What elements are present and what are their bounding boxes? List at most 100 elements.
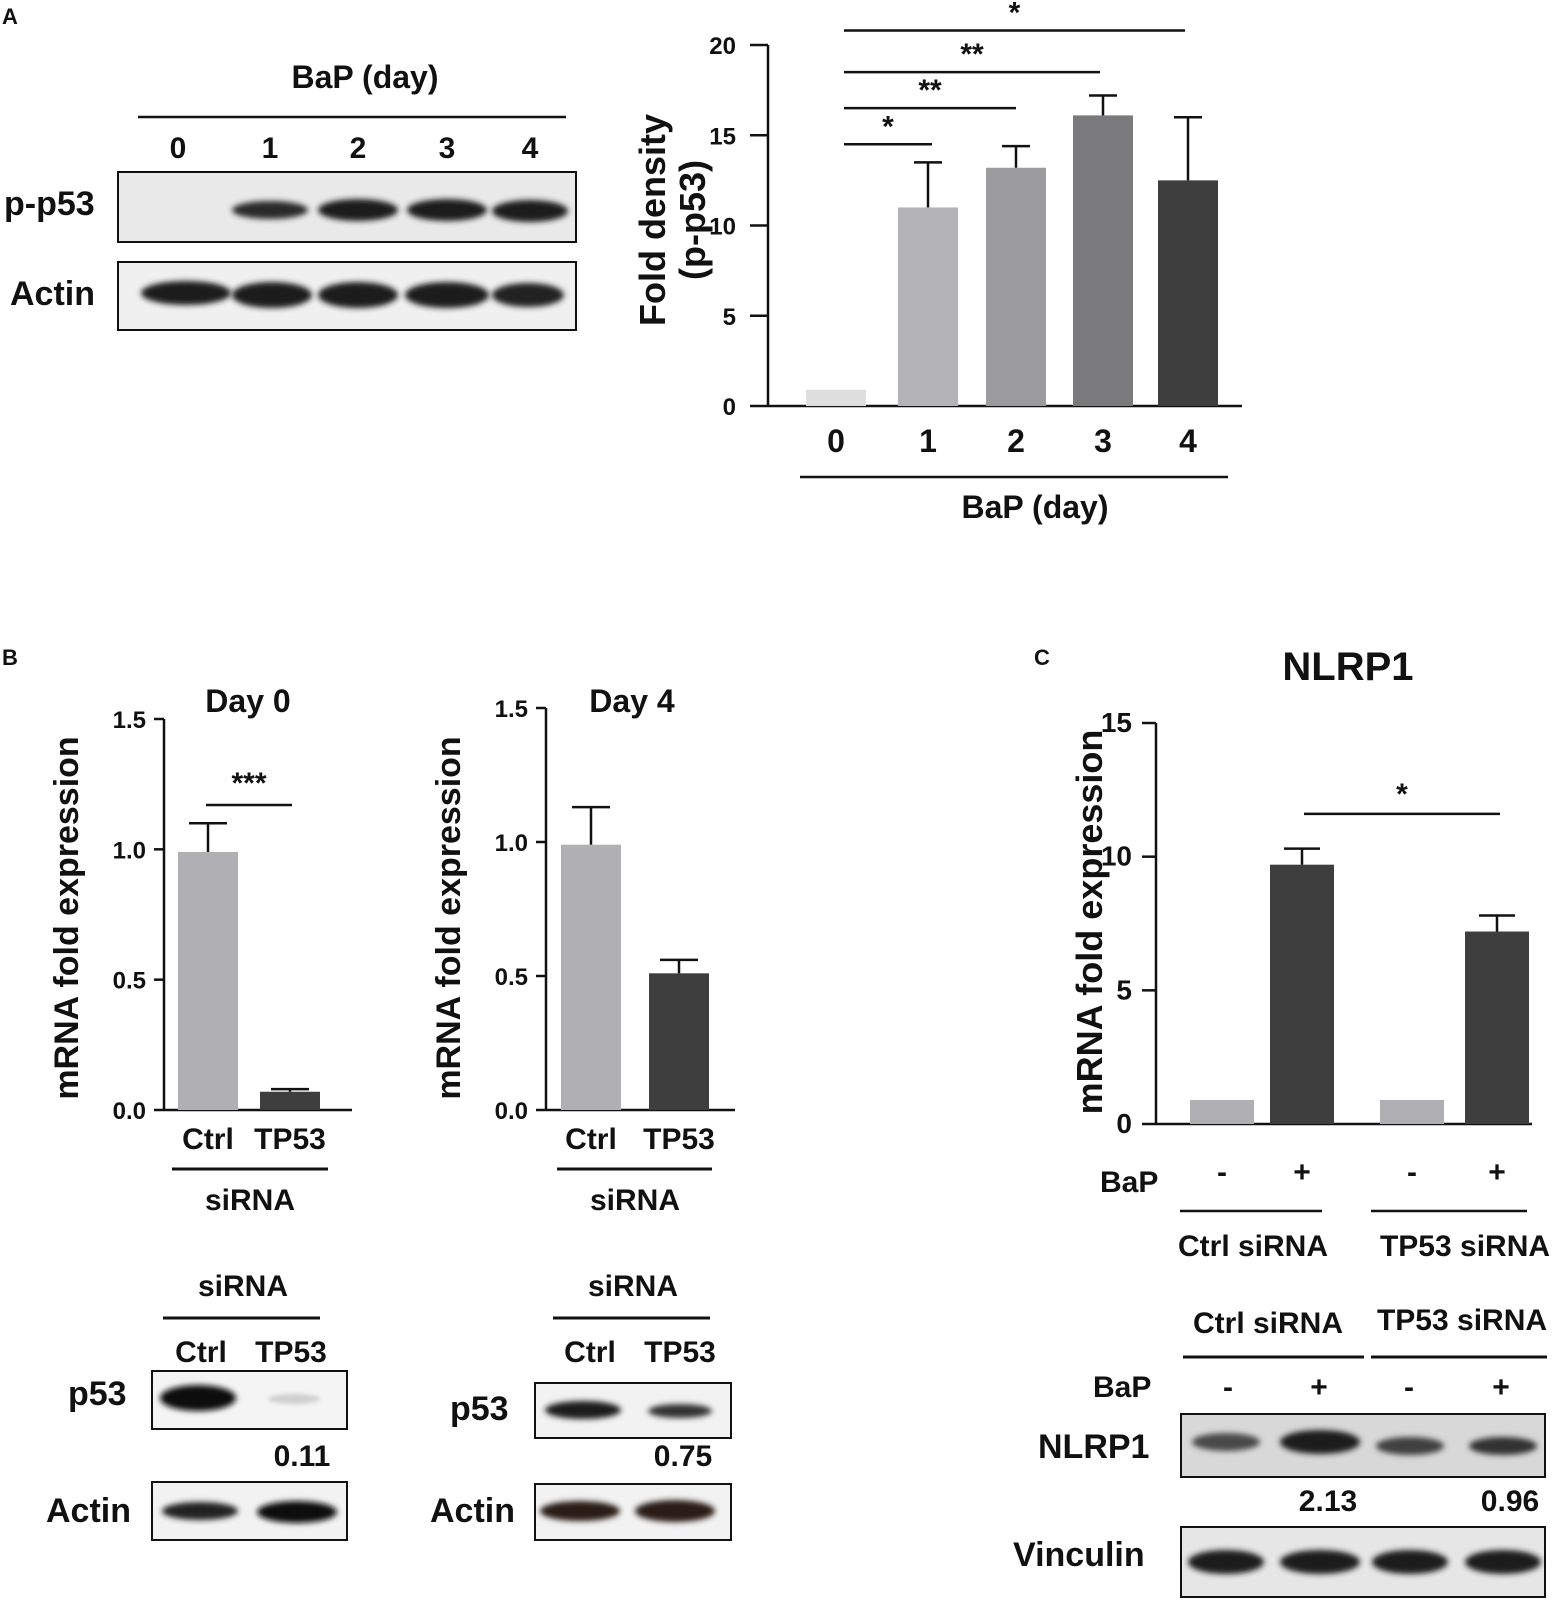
- chart-b-day4-bar-1: [649, 973, 709, 1110]
- chart-b-day0-category-0: Ctrl: [182, 1123, 234, 1156]
- chart-a-category-0: 0: [827, 423, 845, 459]
- panel-a-blot: BaP (day) 0 1 2 3 4 p-p53 Actin: [4, 59, 577, 331]
- chart-a-sig-label-1: **: [918, 74, 942, 107]
- chart-c-group-ctrl: Ctrl siRNA: [1178, 1230, 1328, 1263]
- chart-a-bar-4: [1158, 180, 1218, 406]
- chart-a-ytick-label-1: 5: [723, 304, 736, 331]
- blot-image-b4-p53: [534, 1382, 732, 1439]
- chart-b-day0-category-1: TP53: [254, 1123, 326, 1156]
- blot-b0-lane-tp53: TP53: [255, 1336, 327, 1369]
- chart-b-day4-ytick-label-1: 0.5: [495, 964, 528, 991]
- chart-c-title: NLRP1: [1282, 645, 1413, 689]
- chart-b-day4-ytick-label-2: 1.0: [495, 830, 528, 857]
- blot-b4-row-actin: Actin: [430, 1492, 515, 1530]
- panel-letter-a: A: [2, 4, 18, 29]
- blot-b0-lane-ctrl: Ctrl: [175, 1336, 227, 1369]
- chart-c-category-3: +: [1488, 1156, 1506, 1189]
- blot-c-sign-1: -: [1223, 1371, 1233, 1404]
- chart-c-bap-label: BaP: [1100, 1166, 1158, 1199]
- chart-c-ytick-label-0: 0: [1116, 1108, 1132, 1139]
- chart-c-bar-3: [1465, 931, 1529, 1124]
- panel-letter-b: B: [2, 645, 18, 670]
- panel-b-blot-day4: siRNA Ctrl TP53 p53 0.75 Actin: [430, 1270, 732, 1541]
- chart-b-day0-ytick-label-0: 0.0: [113, 1098, 146, 1125]
- chart-c-category-1: +: [1293, 1156, 1311, 1189]
- chart-a-sig-label-3: *: [1009, 0, 1021, 30]
- blot-c-sign-2: +: [1310, 1371, 1328, 1404]
- chart-a-category-2: 2: [1007, 423, 1025, 459]
- chart-c-category-0: -: [1217, 1156, 1227, 1189]
- chart-a-category-4: 4: [1179, 423, 1197, 459]
- chart-a-ytick-label-0: 0: [723, 394, 736, 421]
- blot-image-b0-p53: [151, 1370, 348, 1430]
- blot-c-bap-label: BaP: [1093, 1371, 1151, 1404]
- chart-c-ytick-label-2: 10: [1101, 841, 1132, 872]
- chart-a-category-3: 3: [1094, 423, 1112, 459]
- chart-c-ylabel: mRNA fold expression: [1069, 730, 1110, 1115]
- chart-b-day0-sig-label-0: ***: [231, 767, 266, 800]
- chart-b-day0-ylabel: mRNA fold expression: [48, 736, 86, 1099]
- blot-image-b4-actin: [534, 1483, 732, 1541]
- chart-c-bar-1: [1270, 864, 1334, 1124]
- chart-b-day0-ytick-label-1: 0.5: [113, 968, 146, 995]
- chart-a-sig-label-0: *: [882, 110, 894, 143]
- blot-image-actin-a: [117, 261, 577, 331]
- chart-b-day4-title: Day 4: [589, 683, 675, 719]
- chart-a-bar-3: [1073, 115, 1133, 407]
- panel-letter-c: C: [1034, 645, 1050, 670]
- chart-a-xlabel: BaP (day): [961, 489, 1108, 525]
- chart-a-ytick-label-4: 20: [709, 33, 736, 60]
- chart-b-day4-ytick-label-0: 0.0: [495, 1098, 528, 1125]
- chart-c-ytick-label-3: 15: [1101, 707, 1132, 738]
- blot-image-c-nlrp1: [1180, 1413, 1546, 1478]
- chart-b-day4-xlabel: siRNA: [590, 1184, 680, 1217]
- chart-c-category-2: -: [1407, 1156, 1417, 1189]
- blot-a-row-actin: Actin: [10, 275, 95, 313]
- chart-c-marks: 0 5 10 15 - + - + *: [1101, 707, 1532, 1189]
- chart-b-day0: Day 0 mRNA fold expression 0.0 0.5 1.0 1.5 C…: [48, 683, 352, 1217]
- chart-a-category-1: 1: [919, 423, 937, 459]
- blot-c-group-ctrl: Ctrl siRNA: [1193, 1307, 1343, 1340]
- blot-a-lane-4: 4: [522, 132, 539, 165]
- blot-c-row-vinculin: Vinculin: [1013, 1536, 1145, 1574]
- chart-a-bar-1: [898, 207, 958, 406]
- blot-image-c-vinculin: [1180, 1526, 1546, 1598]
- blot-a-row-pp53: p-p53: [4, 185, 95, 223]
- blot-b4-lane-tp53: TP53: [644, 1336, 716, 1369]
- chart-b-day4-ylabel: mRNA fold expression: [430, 736, 468, 1099]
- chart-b-day4-bar-0: [561, 844, 621, 1110]
- blot-c-quant-tp53: 0.96: [1481, 1485, 1539, 1518]
- blot-b0-quant: 0.11: [274, 1440, 331, 1473]
- blot-b0-header: siRNA: [198, 1270, 288, 1303]
- blot-b4-header: siRNA: [588, 1270, 678, 1303]
- blot-c-quant-ctrl: 2.13: [1299, 1485, 1357, 1518]
- blot-b4-quant: 0.75: [654, 1440, 712, 1473]
- blot-b0-row-actin: Actin: [46, 1492, 131, 1530]
- blot-b0-row-p53: p53: [68, 1375, 127, 1413]
- chart-b-day0-xlabel: siRNA: [205, 1184, 295, 1217]
- blot-a-header: BaP (day): [291, 59, 438, 95]
- blot-c-row-nlrp1: NLRP1: [1038, 1428, 1149, 1466]
- blot-c-group-tp53: TP53 siRNA: [1377, 1304, 1547, 1337]
- blot-image-b0-actin: [151, 1481, 348, 1541]
- chart-b-day0-ytick-label-2: 1.0: [113, 837, 146, 864]
- chart-a-bar-0: [806, 389, 866, 406]
- chart-a-bar-2: [986, 167, 1046, 406]
- chart-b-day4-category-1: TP53: [643, 1123, 715, 1156]
- chart-b-day0-ytick-label-3: 1.5: [113, 707, 146, 734]
- chart-c-ytick-label-1: 5: [1116, 974, 1132, 1005]
- chart-b-day0-title: Day 0: [205, 683, 290, 719]
- chart-b-day0-marks: 0.0 0.5 1.0 1.5 Ctrl TP53 ***: [113, 707, 352, 1156]
- chart-b-day0-bar-1: [260, 1091, 320, 1110]
- chart-a-sig-label-2: **: [960, 38, 984, 71]
- chart-b-day4-ytick-label-3: 1.5: [495, 696, 528, 723]
- chart-b-day4-category-0: Ctrl: [565, 1123, 617, 1156]
- blot-a-lane-1: 1: [262, 132, 279, 165]
- blot-image-pp53: [117, 171, 577, 243]
- blot-c-sign-4: +: [1492, 1371, 1510, 1404]
- chart-b-day4-marks: 0.0 0.5 1.0 1.5 Ctrl TP53: [495, 696, 735, 1156]
- blot-a-lane-3: 3: [439, 132, 456, 165]
